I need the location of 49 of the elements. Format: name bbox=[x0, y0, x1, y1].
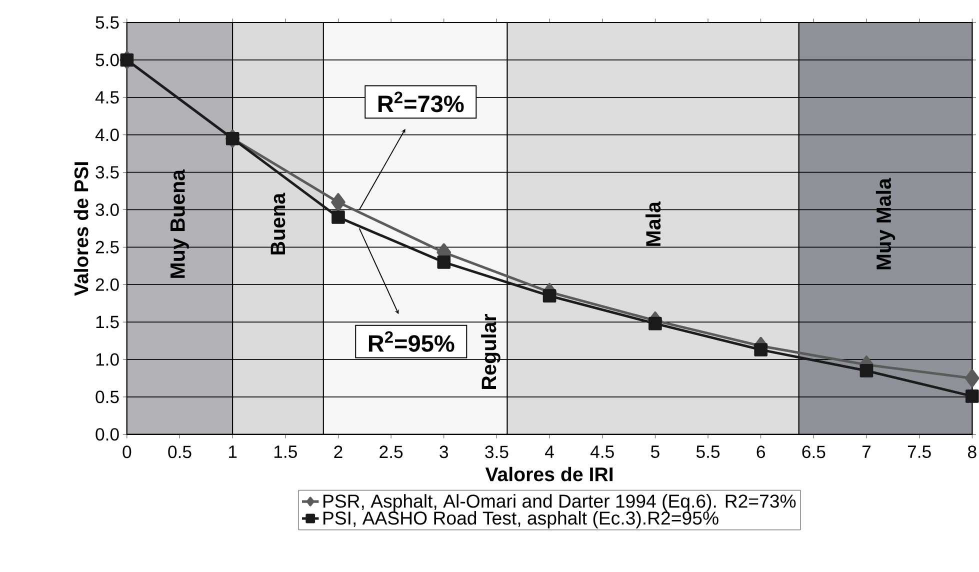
point bbox=[860, 364, 874, 378]
x-tick-label: 0.5 bbox=[168, 446, 192, 458]
band-label: Mala bbox=[646, 201, 661, 246]
x-tick-label: 6.5 bbox=[802, 446, 826, 458]
x-tick-label: 7 bbox=[862, 446, 871, 458]
y-tick-label: 5.0 bbox=[96, 54, 119, 66]
y-tick-label: 2.0 bbox=[96, 278, 119, 292]
y-tick-label: 4.0 bbox=[95, 128, 119, 142]
x-tick-label: 1.5 bbox=[274, 446, 297, 458]
band-label: Regular bbox=[481, 314, 500, 390]
legend-label: PSR, Asphalt, Al-Omari and Darter 1994 (Eq.6). R2=73% bbox=[323, 494, 796, 512]
x-tick-label: 4 bbox=[545, 446, 554, 458]
point bbox=[648, 317, 662, 330]
band-label: Muy Buena bbox=[170, 169, 189, 278]
legend-label: PSI, AASHO Road Test, asphalt (Ec.3).R2=95% bbox=[323, 511, 718, 529]
y-tick-label: 3.0 bbox=[96, 204, 119, 216]
point bbox=[120, 53, 134, 67]
x-tick-label: 3.5 bbox=[485, 446, 508, 458]
x-tick-label: 6 bbox=[756, 446, 765, 458]
x-axis-title: Valores de IRI bbox=[485, 467, 613, 482]
y-tick-label: 0.5 bbox=[96, 390, 119, 404]
point bbox=[331, 193, 346, 212]
x-tick-label: 5.5 bbox=[696, 446, 720, 458]
y-tick-label: 4.5 bbox=[95, 91, 119, 104]
x-tick-label: 8 bbox=[968, 446, 976, 458]
y-tick-label: 5.5 bbox=[96, 16, 119, 29]
x-tick-label: 2 bbox=[334, 446, 342, 458]
x-tick-label: 1 bbox=[229, 446, 237, 458]
point bbox=[542, 289, 556, 303]
band-label: Muy Mala bbox=[876, 178, 896, 270]
y-tick-label: 1.0 bbox=[96, 353, 119, 366]
annotation: R$^{2}$=73% bbox=[378, 92, 464, 112]
point bbox=[437, 256, 451, 269]
x-tick-label: 3 bbox=[440, 446, 448, 458]
point bbox=[332, 210, 345, 224]
y-axis-title: Valores de PSI bbox=[74, 162, 88, 296]
x-tick-label: 2.5 bbox=[380, 446, 403, 458]
point bbox=[754, 343, 768, 357]
band-label: Buena bbox=[270, 192, 286, 255]
annotation: R$^{2}$=95% bbox=[368, 331, 454, 352]
y-tick-label: 1.5 bbox=[96, 316, 119, 328]
x-tick-label: 0 bbox=[122, 446, 132, 458]
point bbox=[226, 132, 240, 146]
y-tick-label: 0.0 bbox=[96, 428, 119, 441]
y-tick-label: 3.5 bbox=[96, 166, 119, 179]
x-tick-label: 7.5 bbox=[908, 446, 931, 458]
y-tick-label: 2.5 bbox=[96, 241, 119, 254]
x-tick-label: 5 bbox=[650, 446, 660, 458]
x-tick-label: 4.5 bbox=[590, 446, 614, 458]
